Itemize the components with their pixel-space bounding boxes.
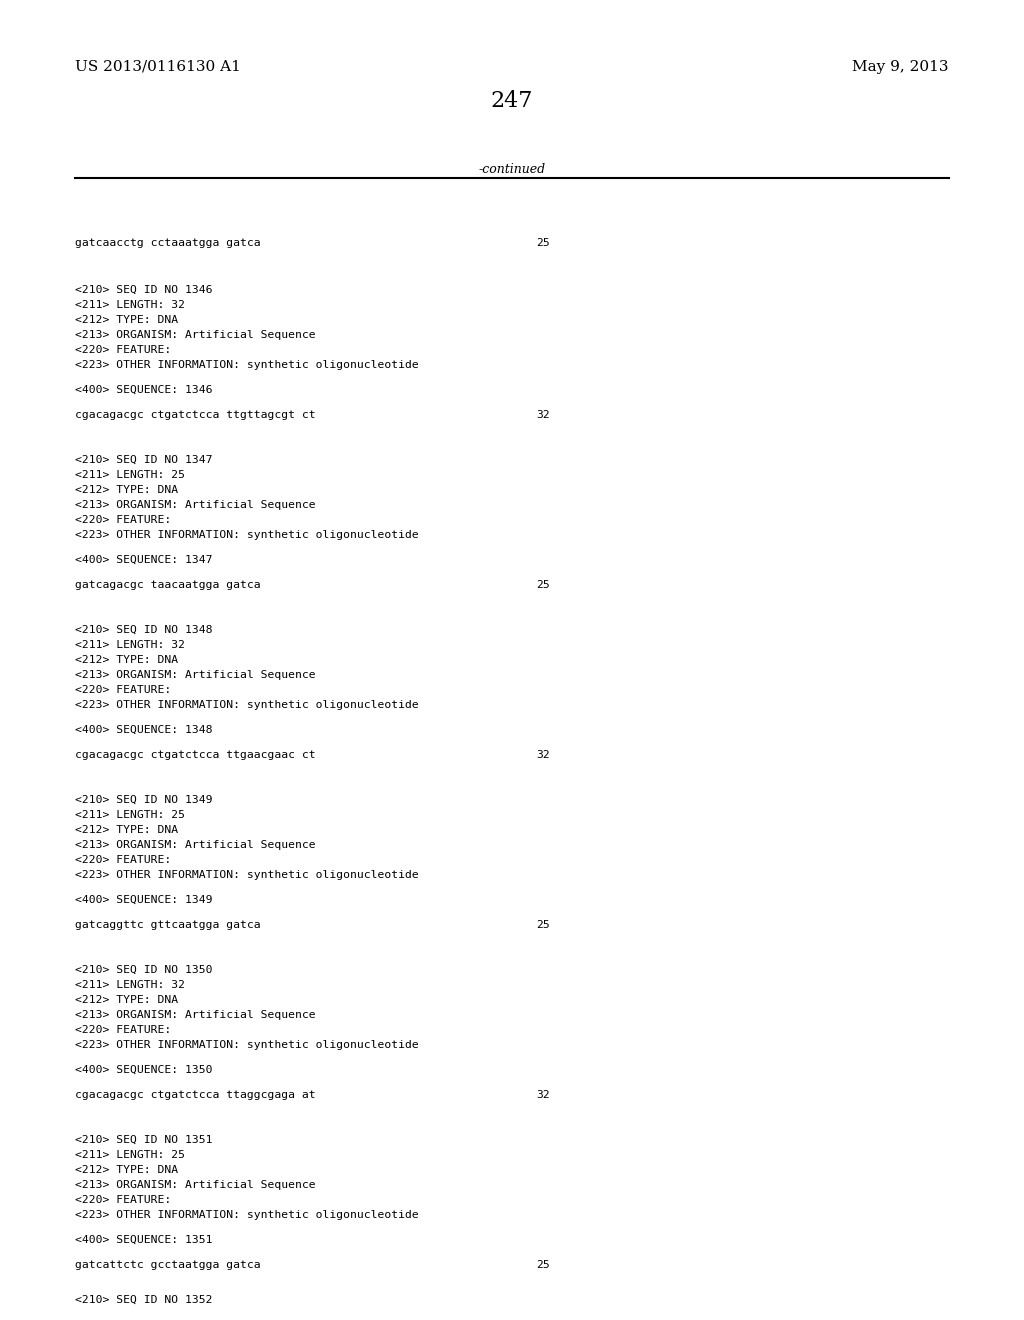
Text: <400> SEQUENCE: 1347: <400> SEQUENCE: 1347 <box>75 554 213 565</box>
Text: <212> TYPE: DNA: <212> TYPE: DNA <box>75 484 178 495</box>
Text: 247: 247 <box>490 90 534 112</box>
Text: gatcaggttc gttcaatgga gatca: gatcaggttc gttcaatgga gatca <box>75 920 261 931</box>
Text: <212> TYPE: DNA: <212> TYPE: DNA <box>75 825 178 836</box>
Text: <223> OTHER INFORMATION: synthetic oligonucleotide: <223> OTHER INFORMATION: synthetic oligo… <box>75 700 419 710</box>
Text: 32: 32 <box>536 750 550 760</box>
Text: 32: 32 <box>536 1090 550 1100</box>
Text: <223> OTHER INFORMATION: synthetic oligonucleotide: <223> OTHER INFORMATION: synthetic oligo… <box>75 1040 419 1049</box>
Text: <213> ORGANISM: Artificial Sequence: <213> ORGANISM: Artificial Sequence <box>75 1010 315 1020</box>
Text: <223> OTHER INFORMATION: synthetic oligonucleotide: <223> OTHER INFORMATION: synthetic oligo… <box>75 870 419 880</box>
Text: <220> FEATURE:: <220> FEATURE: <box>75 1195 171 1205</box>
Text: US 2013/0116130 A1: US 2013/0116130 A1 <box>75 59 241 74</box>
Text: <220> FEATURE:: <220> FEATURE: <box>75 855 171 865</box>
Text: <212> TYPE: DNA: <212> TYPE: DNA <box>75 1166 178 1175</box>
Text: <210> SEQ ID NO 1352: <210> SEQ ID NO 1352 <box>75 1295 213 1305</box>
Text: <223> OTHER INFORMATION: synthetic oligonucleotide: <223> OTHER INFORMATION: synthetic oligo… <box>75 360 419 370</box>
Text: <400> SEQUENCE: 1351: <400> SEQUENCE: 1351 <box>75 1236 213 1245</box>
Text: cgacagacgc ctgatctcca ttgaacgaac ct: cgacagacgc ctgatctcca ttgaacgaac ct <box>75 750 315 760</box>
Text: gatcagacgc taacaatgga gatca: gatcagacgc taacaatgga gatca <box>75 579 261 590</box>
Text: <210> SEQ ID NO 1349: <210> SEQ ID NO 1349 <box>75 795 213 805</box>
Text: <211> LENGTH: 25: <211> LENGTH: 25 <box>75 810 185 820</box>
Text: <211> LENGTH: 32: <211> LENGTH: 32 <box>75 640 185 649</box>
Text: <400> SEQUENCE: 1349: <400> SEQUENCE: 1349 <box>75 895 213 906</box>
Text: <213> ORGANISM: Artificial Sequence: <213> ORGANISM: Artificial Sequence <box>75 1180 315 1191</box>
Text: <400> SEQUENCE: 1346: <400> SEQUENCE: 1346 <box>75 385 213 395</box>
Text: <210> SEQ ID NO 1347: <210> SEQ ID NO 1347 <box>75 455 213 465</box>
Text: <213> ORGANISM: Artificial Sequence: <213> ORGANISM: Artificial Sequence <box>75 840 315 850</box>
Text: <213> ORGANISM: Artificial Sequence: <213> ORGANISM: Artificial Sequence <box>75 330 315 341</box>
Text: cgacagacgc ctgatctcca ttgttagcgt ct: cgacagacgc ctgatctcca ttgttagcgt ct <box>75 411 315 420</box>
Text: <212> TYPE: DNA: <212> TYPE: DNA <box>75 655 178 665</box>
Text: <213> ORGANISM: Artificial Sequence: <213> ORGANISM: Artificial Sequence <box>75 500 315 510</box>
Text: <213> ORGANISM: Artificial Sequence: <213> ORGANISM: Artificial Sequence <box>75 671 315 680</box>
Text: <400> SEQUENCE: 1350: <400> SEQUENCE: 1350 <box>75 1065 213 1074</box>
Text: gatcaacctg cctaaatgga gatca: gatcaacctg cctaaatgga gatca <box>75 238 261 248</box>
Text: <220> FEATURE:: <220> FEATURE: <box>75 685 171 696</box>
Text: 25: 25 <box>536 238 550 248</box>
Text: <211> LENGTH: 25: <211> LENGTH: 25 <box>75 1150 185 1160</box>
Text: <211> LENGTH: 32: <211> LENGTH: 32 <box>75 979 185 990</box>
Text: 25: 25 <box>536 920 550 931</box>
Text: 25: 25 <box>536 1261 550 1270</box>
Text: <210> SEQ ID NO 1346: <210> SEQ ID NO 1346 <box>75 285 213 294</box>
Text: <210> SEQ ID NO 1348: <210> SEQ ID NO 1348 <box>75 624 213 635</box>
Text: <220> FEATURE:: <220> FEATURE: <box>75 1026 171 1035</box>
Text: <212> TYPE: DNA: <212> TYPE: DNA <box>75 995 178 1005</box>
Text: <223> OTHER INFORMATION: synthetic oligonucleotide: <223> OTHER INFORMATION: synthetic oligo… <box>75 1210 419 1220</box>
Text: 32: 32 <box>536 411 550 420</box>
Text: cgacagacgc ctgatctcca ttaggcgaga at: cgacagacgc ctgatctcca ttaggcgaga at <box>75 1090 315 1100</box>
Text: <212> TYPE: DNA: <212> TYPE: DNA <box>75 315 178 325</box>
Text: May 9, 2013: May 9, 2013 <box>853 59 949 74</box>
Text: <211> LENGTH: 25: <211> LENGTH: 25 <box>75 470 185 480</box>
Text: -continued: -continued <box>478 162 546 176</box>
Text: gatcattctc gcctaatgga gatca: gatcattctc gcctaatgga gatca <box>75 1261 261 1270</box>
Text: <210> SEQ ID NO 1351: <210> SEQ ID NO 1351 <box>75 1135 213 1144</box>
Text: <400> SEQUENCE: 1348: <400> SEQUENCE: 1348 <box>75 725 213 735</box>
Text: <210> SEQ ID NO 1350: <210> SEQ ID NO 1350 <box>75 965 213 975</box>
Text: <211> LENGTH: 32: <211> LENGTH: 32 <box>75 300 185 310</box>
Text: <220> FEATURE:: <220> FEATURE: <box>75 515 171 525</box>
Text: 25: 25 <box>536 579 550 590</box>
Text: <220> FEATURE:: <220> FEATURE: <box>75 345 171 355</box>
Text: <223> OTHER INFORMATION: synthetic oligonucleotide: <223> OTHER INFORMATION: synthetic oligo… <box>75 531 419 540</box>
